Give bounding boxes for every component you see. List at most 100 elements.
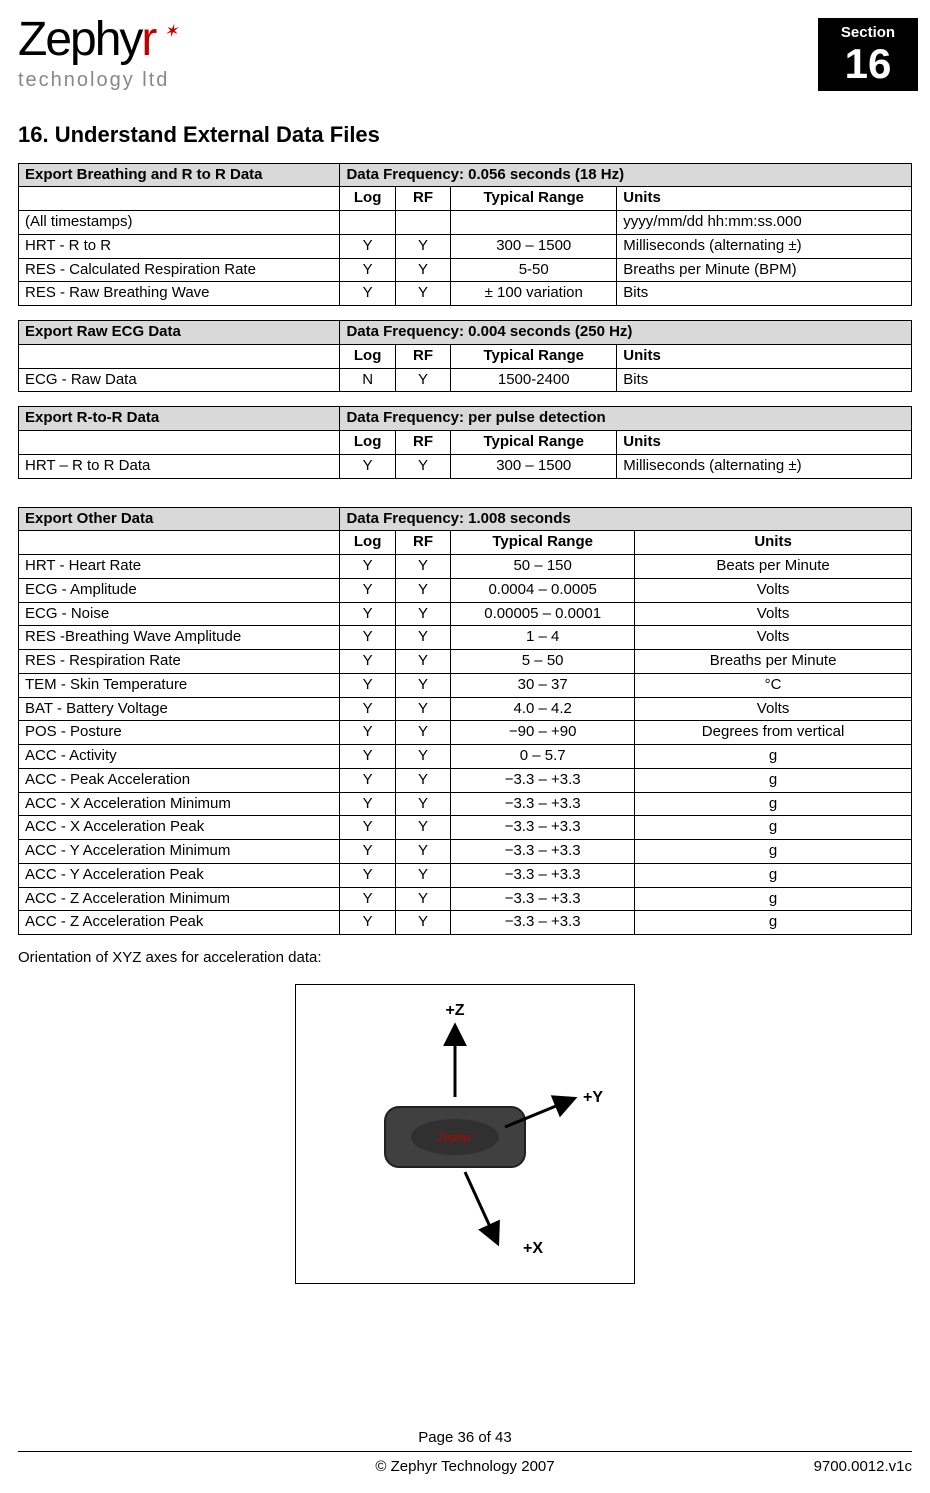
row-name: ACC - Peak Acceleration bbox=[19, 768, 340, 792]
row-rf: Y bbox=[395, 454, 450, 478]
table-row: ECG - Raw DataNY1500-2400Bits bbox=[19, 368, 912, 392]
row-log: Y bbox=[340, 673, 395, 697]
row-name: HRT – R to R Data bbox=[19, 454, 340, 478]
row-name: ECG - Raw Data bbox=[19, 368, 340, 392]
row-log: Y bbox=[340, 840, 395, 864]
table-row: ECG - AmplitudeYY0.0004 – 0.0005Volts bbox=[19, 578, 912, 602]
row-name: ACC - X Acceleration Peak bbox=[19, 816, 340, 840]
data-table: Export Raw ECG DataData Frequency: 0.004… bbox=[18, 320, 912, 392]
table-header-blank bbox=[19, 531, 340, 555]
table-colheader: Log bbox=[340, 531, 395, 555]
row-units: Volts bbox=[635, 578, 912, 602]
table-title-right: Data Frequency: 1.008 seconds bbox=[340, 507, 912, 531]
document-page: Zephyr✶ technology ltd Section 16 16. Un… bbox=[0, 0, 930, 1493]
row-units: g bbox=[635, 768, 912, 792]
table-row: RES - Respiration RateYY5 – 50Breaths pe… bbox=[19, 650, 912, 674]
row-units: Milliseconds (alternating ±) bbox=[617, 454, 912, 478]
row-range bbox=[451, 211, 617, 235]
data-table: Export Breathing and R to R DataData Fre… bbox=[18, 163, 912, 307]
row-name: BAT - Battery Voltage bbox=[19, 697, 340, 721]
row-rf: Y bbox=[395, 816, 450, 840]
row-rf: Y bbox=[395, 234, 450, 258]
row-units: g bbox=[635, 816, 912, 840]
svg-text:Zephyr: Zephyr bbox=[437, 1132, 474, 1144]
row-log: Y bbox=[340, 721, 395, 745]
row-name: ACC - Z Acceleration Peak bbox=[19, 911, 340, 935]
row-log: Y bbox=[340, 602, 395, 626]
row-rf: Y bbox=[395, 887, 450, 911]
row-range: −3.3 – +3.3 bbox=[451, 768, 635, 792]
table-row: ACC - Y Acceleration PeakYY−3.3 – +3.3g bbox=[19, 863, 912, 887]
logo-accent: r bbox=[141, 16, 155, 64]
table-row: RES - Raw Breathing WaveYY± 100 variatio… bbox=[19, 282, 912, 306]
table-row: ECG - NoiseYY0.00005 – 0.0001Volts bbox=[19, 602, 912, 626]
table-header-blank bbox=[19, 344, 340, 368]
row-rf: Y bbox=[395, 602, 450, 626]
table-colheader: Units bbox=[617, 431, 912, 455]
row-log: Y bbox=[340, 626, 395, 650]
row-range: −90 – +90 bbox=[451, 721, 635, 745]
table-colheader: Log bbox=[340, 431, 395, 455]
row-range: −3.3 – +3.3 bbox=[451, 887, 635, 911]
row-units: Breaths per Minute (BPM) bbox=[617, 258, 912, 282]
table-row: BAT - Battery VoltageYY4.0 – 4.2Volts bbox=[19, 697, 912, 721]
row-units: g bbox=[635, 840, 912, 864]
table-title-left: Export Other Data bbox=[19, 507, 340, 531]
row-range: 0.0004 – 0.0005 bbox=[451, 578, 635, 602]
table-row: ACC - X Acceleration MinimumYY−3.3 – +3.… bbox=[19, 792, 912, 816]
row-rf: Y bbox=[395, 258, 450, 282]
row-log: Y bbox=[340, 863, 395, 887]
footer-doc: 9700.0012.v1c bbox=[617, 1458, 912, 1477]
row-name: RES - Raw Breathing Wave bbox=[19, 282, 340, 306]
row-name: ACC - Y Acceleration Peak bbox=[19, 863, 340, 887]
row-log: Y bbox=[340, 887, 395, 911]
table-colheader: RF bbox=[395, 431, 450, 455]
table-colheader: Typical Range bbox=[451, 431, 617, 455]
row-range: −3.3 – +3.3 bbox=[451, 863, 635, 887]
table-row: HRT – R to R DataYY300 – 1500Millisecond… bbox=[19, 454, 912, 478]
data-table: Export Other DataData Frequency: 1.008 s… bbox=[18, 507, 912, 936]
row-range: −3.3 – +3.3 bbox=[451, 911, 635, 935]
row-name: RES - Respiration Rate bbox=[19, 650, 340, 674]
logo-wordmark: Zephyr✶ bbox=[18, 16, 176, 64]
section-badge-number: 16 bbox=[845, 43, 892, 85]
row-units: Degrees from vertical bbox=[635, 721, 912, 745]
footer-copyright: © Zephyr Technology 2007 bbox=[313, 1458, 617, 1477]
row-name: POS - Posture bbox=[19, 721, 340, 745]
table-header-blank bbox=[19, 187, 340, 211]
table-colheader: Typical Range bbox=[451, 344, 617, 368]
row-log: Y bbox=[340, 792, 395, 816]
row-range: 5-50 bbox=[451, 258, 617, 282]
row-units: Volts bbox=[635, 602, 912, 626]
table-title-left: Export Breathing and R to R Data bbox=[19, 163, 340, 187]
footer-page: Page 36 of 43 bbox=[18, 1429, 912, 1448]
row-log: Y bbox=[340, 234, 395, 258]
row-rf: Y bbox=[395, 282, 450, 306]
row-rf: Y bbox=[395, 840, 450, 864]
axis-diagram: Zephyr +Z +Y +X bbox=[295, 984, 635, 1284]
row-name: ACC - Z Acceleration Minimum bbox=[19, 887, 340, 911]
table-colheader: RF bbox=[395, 344, 450, 368]
table-row: RES - Calculated Respiration RateYY5-50B… bbox=[19, 258, 912, 282]
row-rf: Y bbox=[395, 768, 450, 792]
row-name: RES - Calculated Respiration Rate bbox=[19, 258, 340, 282]
row-name: ACC - Activity bbox=[19, 745, 340, 769]
row-log: Y bbox=[340, 258, 395, 282]
table-colheader: Typical Range bbox=[451, 187, 617, 211]
row-rf: Y bbox=[395, 368, 450, 392]
table-row: ACC - Peak AccelerationYY−3.3 – +3.3g bbox=[19, 768, 912, 792]
row-range: 0 – 5.7 bbox=[451, 745, 635, 769]
row-rf: Y bbox=[395, 792, 450, 816]
row-name: HRT - R to R bbox=[19, 234, 340, 258]
row-range: 50 – 150 bbox=[451, 555, 635, 579]
row-units: g bbox=[635, 887, 912, 911]
row-rf: Y bbox=[395, 745, 450, 769]
row-name: ACC - Y Acceleration Minimum bbox=[19, 840, 340, 864]
row-units: Milliseconds (alternating ±) bbox=[617, 234, 912, 258]
table-row: HRT - Heart RateYY50 – 150Beats per Minu… bbox=[19, 555, 912, 579]
logo-prefix: Zephy bbox=[18, 16, 141, 64]
table-title-left: Export R-to-R Data bbox=[19, 407, 340, 431]
row-rf: Y bbox=[395, 555, 450, 579]
row-name: ECG - Noise bbox=[19, 602, 340, 626]
row-log: N bbox=[340, 368, 395, 392]
